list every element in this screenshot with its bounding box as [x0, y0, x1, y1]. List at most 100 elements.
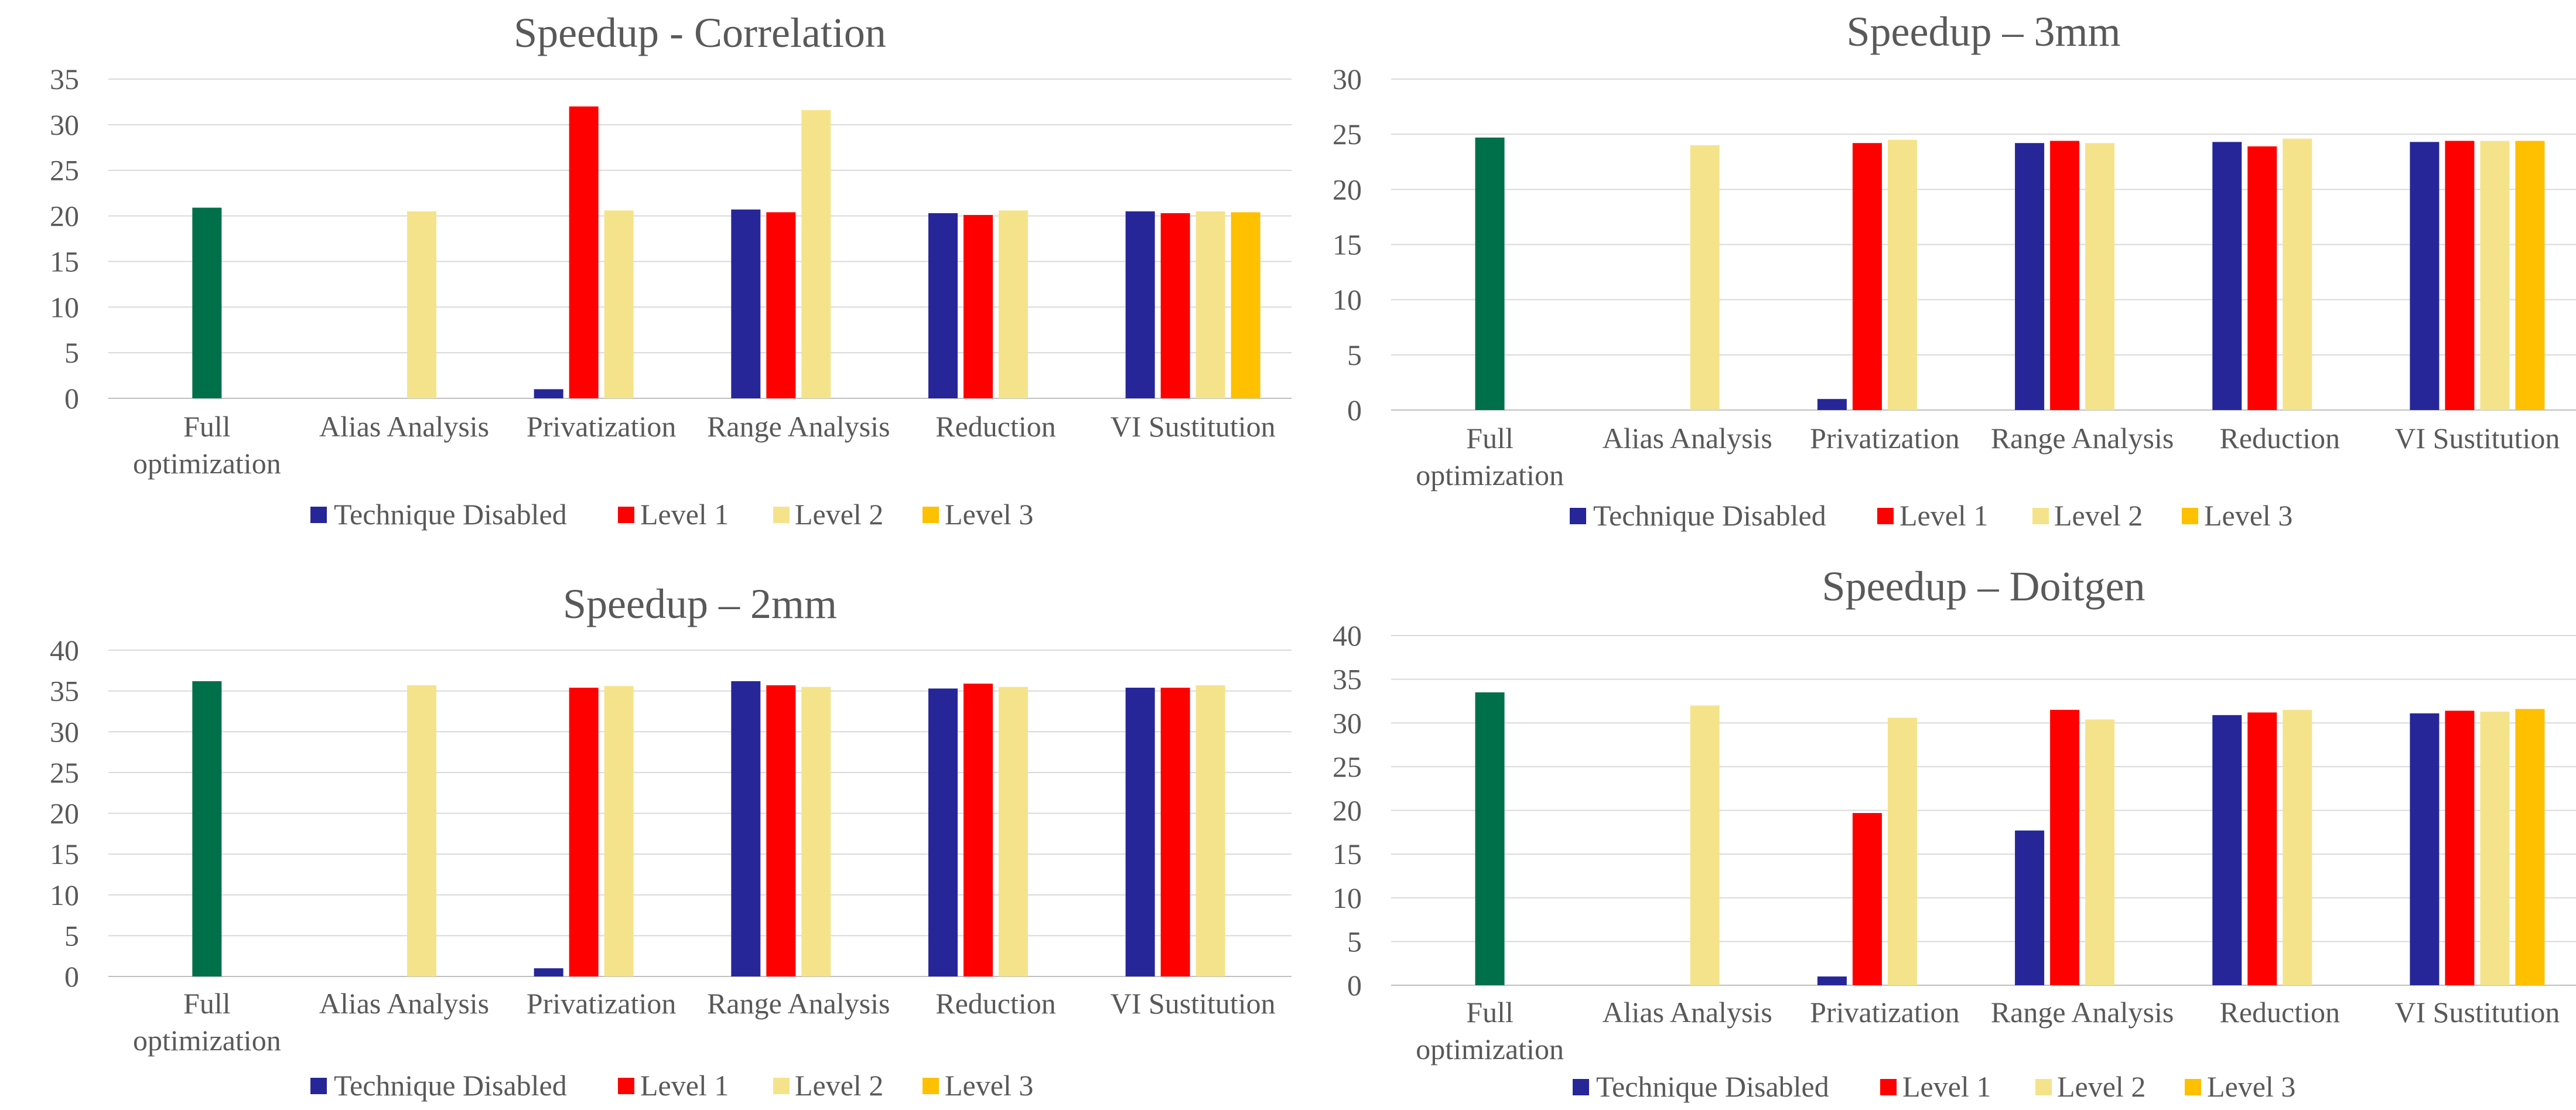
legend-swatch: [1877, 508, 1894, 524]
legend-swatch: [2035, 1079, 2052, 1095]
category-label: Full optimization: [133, 410, 281, 480]
legend-label: Level 2: [795, 498, 883, 531]
bar-level-1: [1160, 213, 1190, 398]
bar-technique-disabled: [1817, 976, 1847, 985]
category-label-line: Reduction: [935, 410, 1056, 443]
legend: Technique Disabled Level 1 Level 2 Level 3: [1570, 499, 2293, 532]
bar-level-1: [569, 106, 599, 398]
legend-swatch: [2032, 508, 2049, 524]
y-tick-label: 40: [50, 634, 79, 667]
category-label: Privatization: [527, 410, 677, 443]
legend-swatch: [923, 507, 939, 523]
legend-label: Technique Disabled: [1596, 1070, 1829, 1103]
legend-swatch: [923, 1078, 939, 1094]
bar-level-1: [569, 688, 599, 976]
y-tick-label: 10: [1333, 284, 1362, 316]
legend-label: Level 1: [640, 1069, 729, 1102]
category-label: Reduction: [2219, 996, 2340, 1029]
bar-level-2: [2085, 143, 2115, 410]
bar-level-1: [1852, 143, 1882, 410]
category-label: VI Sustitution: [1111, 410, 1276, 443]
y-tick-label: 20: [1333, 794, 1362, 827]
category-label: VI Sustitution: [2394, 996, 2560, 1029]
y-tick-label: 5: [1347, 339, 1362, 371]
bar-level-2: [604, 210, 634, 398]
bar-technique-disabled: [2015, 830, 2045, 985]
bar-technique-disabled: [2212, 715, 2242, 985]
y-tick-label: 25: [1333, 118, 1362, 151]
y-tick-label: 10: [50, 879, 79, 911]
category-label-line: optimization: [1416, 1033, 1564, 1065]
chart-title: Speedup - Correlation: [514, 9, 886, 56]
category-label-line: VI Sustitution: [2394, 996, 2560, 1029]
chart-3: Speedup – 2mm 0 5 10 15 20 25 30 35 40 Full optimiz…: [50, 580, 1292, 1102]
legend-label: Technique Disabled: [1593, 499, 1826, 532]
bar-full-optimization: [1475, 137, 1505, 411]
y-tick-label: 40: [1333, 619, 1362, 652]
legend-label: Level 1: [640, 498, 729, 531]
bar-level-2: [999, 210, 1028, 398]
category-label-line: Range Analysis: [707, 410, 890, 443]
category-label-line: Reduction: [2219, 422, 2340, 455]
legend-label: Level 1: [1899, 499, 1988, 532]
bar-technique-disabled: [1817, 399, 1847, 410]
category-label: Full optimization: [133, 987, 281, 1057]
legend-label: Level 2: [2057, 1070, 2145, 1103]
y-tick-label: 5: [64, 336, 79, 369]
y-tick-label: 15: [50, 838, 79, 870]
bar-level-2: [1195, 685, 1225, 976]
y-tick-label: 35: [50, 675, 79, 708]
legend-swatch: [773, 507, 790, 523]
bar-level-2: [407, 211, 436, 398]
category-label-line: VI Sustitution: [1111, 410, 1276, 443]
chart-1: Speedup - Correlation 0 5 10 15 20 25 30 35 Full o…: [50, 9, 1292, 531]
bar-technique-disabled: [2410, 142, 2440, 410]
y-tick-label: 30: [50, 715, 79, 748]
category-label: Alias Analysis: [1603, 422, 1772, 455]
category-label: Reduction: [2219, 422, 2340, 455]
bar-technique-disabled: [731, 681, 761, 976]
legend-swatch: [1573, 1079, 1589, 1095]
category-label: Full optimization: [1416, 996, 1564, 1065]
category-label-line: Range Analysis: [1991, 422, 2174, 455]
bar-level-3: [1231, 212, 1260, 398]
y-tick-label: 30: [1333, 706, 1362, 739]
bar-technique-disabled: [2015, 143, 2045, 410]
bar-level-2: [1690, 705, 1720, 985]
category-label: Full optimization: [1416, 422, 1564, 491]
bar-level-2: [2283, 709, 2312, 985]
bar-level-2: [999, 687, 1028, 976]
legend-label: Technique Disabled: [334, 498, 567, 531]
category-label-line: Full: [1466, 422, 1514, 455]
legend: Technique Disabled Level 1 Level 2 Level 3: [310, 498, 1033, 531]
category-label: VI Sustitution: [2394, 422, 2560, 455]
y-tick-label: 0: [64, 382, 79, 415]
bar-technique-disabled: [534, 968, 563, 976]
category-label-line: Privatization: [1810, 422, 1960, 455]
category-label-line: VI Sustitution: [2394, 422, 2560, 455]
legend-label: Level 3: [2207, 1070, 2295, 1103]
bar-full-optimization: [192, 207, 222, 398]
y-tick-label: 0: [64, 960, 79, 993]
category-label-line: Full: [1466, 996, 1514, 1029]
category-label: VI Sustitution: [1111, 987, 1276, 1020]
y-tick-label: 10: [50, 291, 79, 323]
bar-level-1: [964, 684, 993, 976]
category-label: Range Analysis: [707, 987, 890, 1020]
legend-swatch: [618, 1078, 634, 1094]
category-label: Reduction: [935, 410, 1056, 443]
bar-level-3: [2515, 709, 2545, 985]
legend-swatch: [310, 1078, 327, 1094]
bar-level-3: [2515, 141, 2545, 410]
bar-technique-disabled: [1125, 211, 1155, 398]
bar-level-1: [1852, 812, 1882, 985]
y-tick-label: 25: [50, 756, 79, 789]
legend-swatch: [1880, 1079, 1897, 1095]
legend-label: Level 3: [945, 498, 1033, 531]
y-tick-label: 0: [1347, 969, 1362, 1002]
bar-level-1: [964, 215, 993, 398]
y-tick-label: 30: [50, 108, 79, 141]
category-label-line: Reduction: [2219, 996, 2340, 1029]
y-tick-label: 35: [50, 63, 79, 95]
category-label-line: VI Sustitution: [1111, 987, 1276, 1020]
